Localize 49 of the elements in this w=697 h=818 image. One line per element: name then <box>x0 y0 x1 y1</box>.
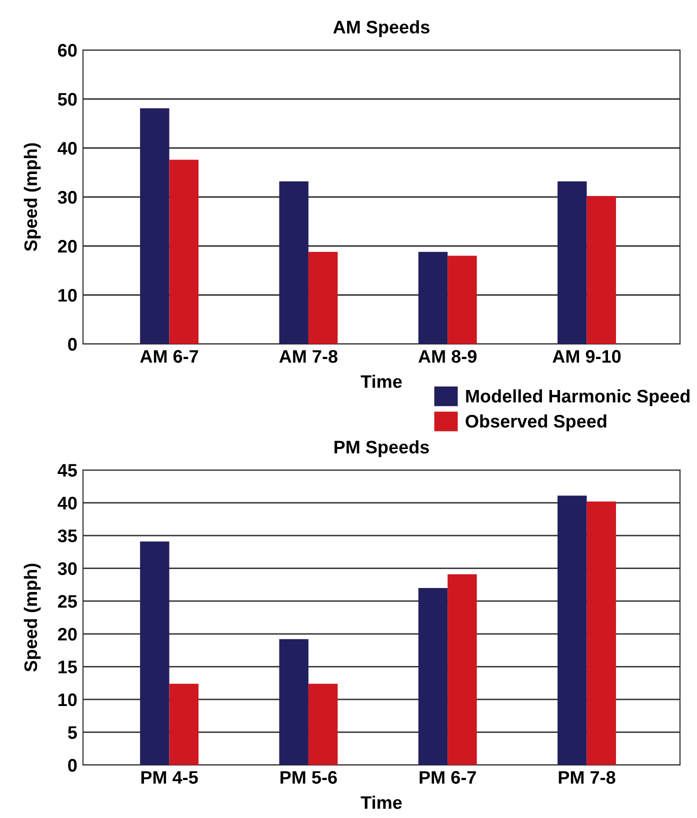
y-tick-label: 20 <box>58 628 77 641</box>
bar <box>558 496 587 765</box>
bar <box>586 196 616 344</box>
bar <box>418 588 448 765</box>
y-tick-label: 0 <box>68 338 77 351</box>
x-tick-label: AM 7-8 <box>279 350 338 363</box>
chart-title: PM Speeds <box>334 440 429 458</box>
y-tick-label: 30 <box>58 562 77 576</box>
y-tick-label: 0 <box>68 758 77 772</box>
y-tick-label: 40 <box>58 496 77 510</box>
bar <box>448 256 477 344</box>
y-tick-label: 25 <box>58 595 77 608</box>
y-tick-label: 5 <box>68 726 77 739</box>
bar <box>418 252 448 344</box>
x-tick-label: AM 8-9 <box>418 350 477 363</box>
bar <box>169 160 199 344</box>
y-tick-label: 20 <box>58 240 77 253</box>
bar <box>308 252 338 344</box>
bar <box>586 501 616 765</box>
bar <box>140 541 170 765</box>
y-axis-title: Speed (mph) <box>24 564 41 672</box>
x-tick-label: AM 9-10 <box>552 350 621 363</box>
y-tick-label: 35 <box>58 529 77 542</box>
bar <box>558 181 587 344</box>
chart-title: AM Speeds <box>333 20 430 38</box>
x-tick-label: PM 6-7 <box>420 771 476 784</box>
x-tick-label: PM 5-6 <box>280 771 337 784</box>
x-tick-label: AM 6-7 <box>140 350 198 363</box>
x-axis-title: Time <box>360 796 402 809</box>
x-tick-label: PM 4-5 <box>141 771 198 784</box>
legend-label: Observed Speed <box>466 414 606 432</box>
bar <box>279 639 308 765</box>
y-tick-label: 30 <box>58 190 77 204</box>
bar <box>169 684 199 765</box>
y-tick-label: 10 <box>58 693 77 706</box>
y-tick-label: 45 <box>58 464 77 477</box>
y-tick-label: 40 <box>58 142 77 155</box>
y-axis-title: Speed (mph) <box>24 143 41 252</box>
x-tick-label: PM 7-8 <box>558 771 616 784</box>
y-tick-label: 50 <box>58 92 77 106</box>
bar <box>308 684 338 765</box>
x-axis-title: Time <box>360 374 402 388</box>
y-tick-label: 10 <box>58 288 77 302</box>
bar <box>448 574 477 765</box>
bar <box>140 108 170 344</box>
y-tick-label: 60 <box>58 44 77 57</box>
bar <box>279 181 308 344</box>
y-tick-label: 15 <box>58 660 77 674</box>
legend-label: Modelled Harmonic Speed <box>466 389 690 406</box>
